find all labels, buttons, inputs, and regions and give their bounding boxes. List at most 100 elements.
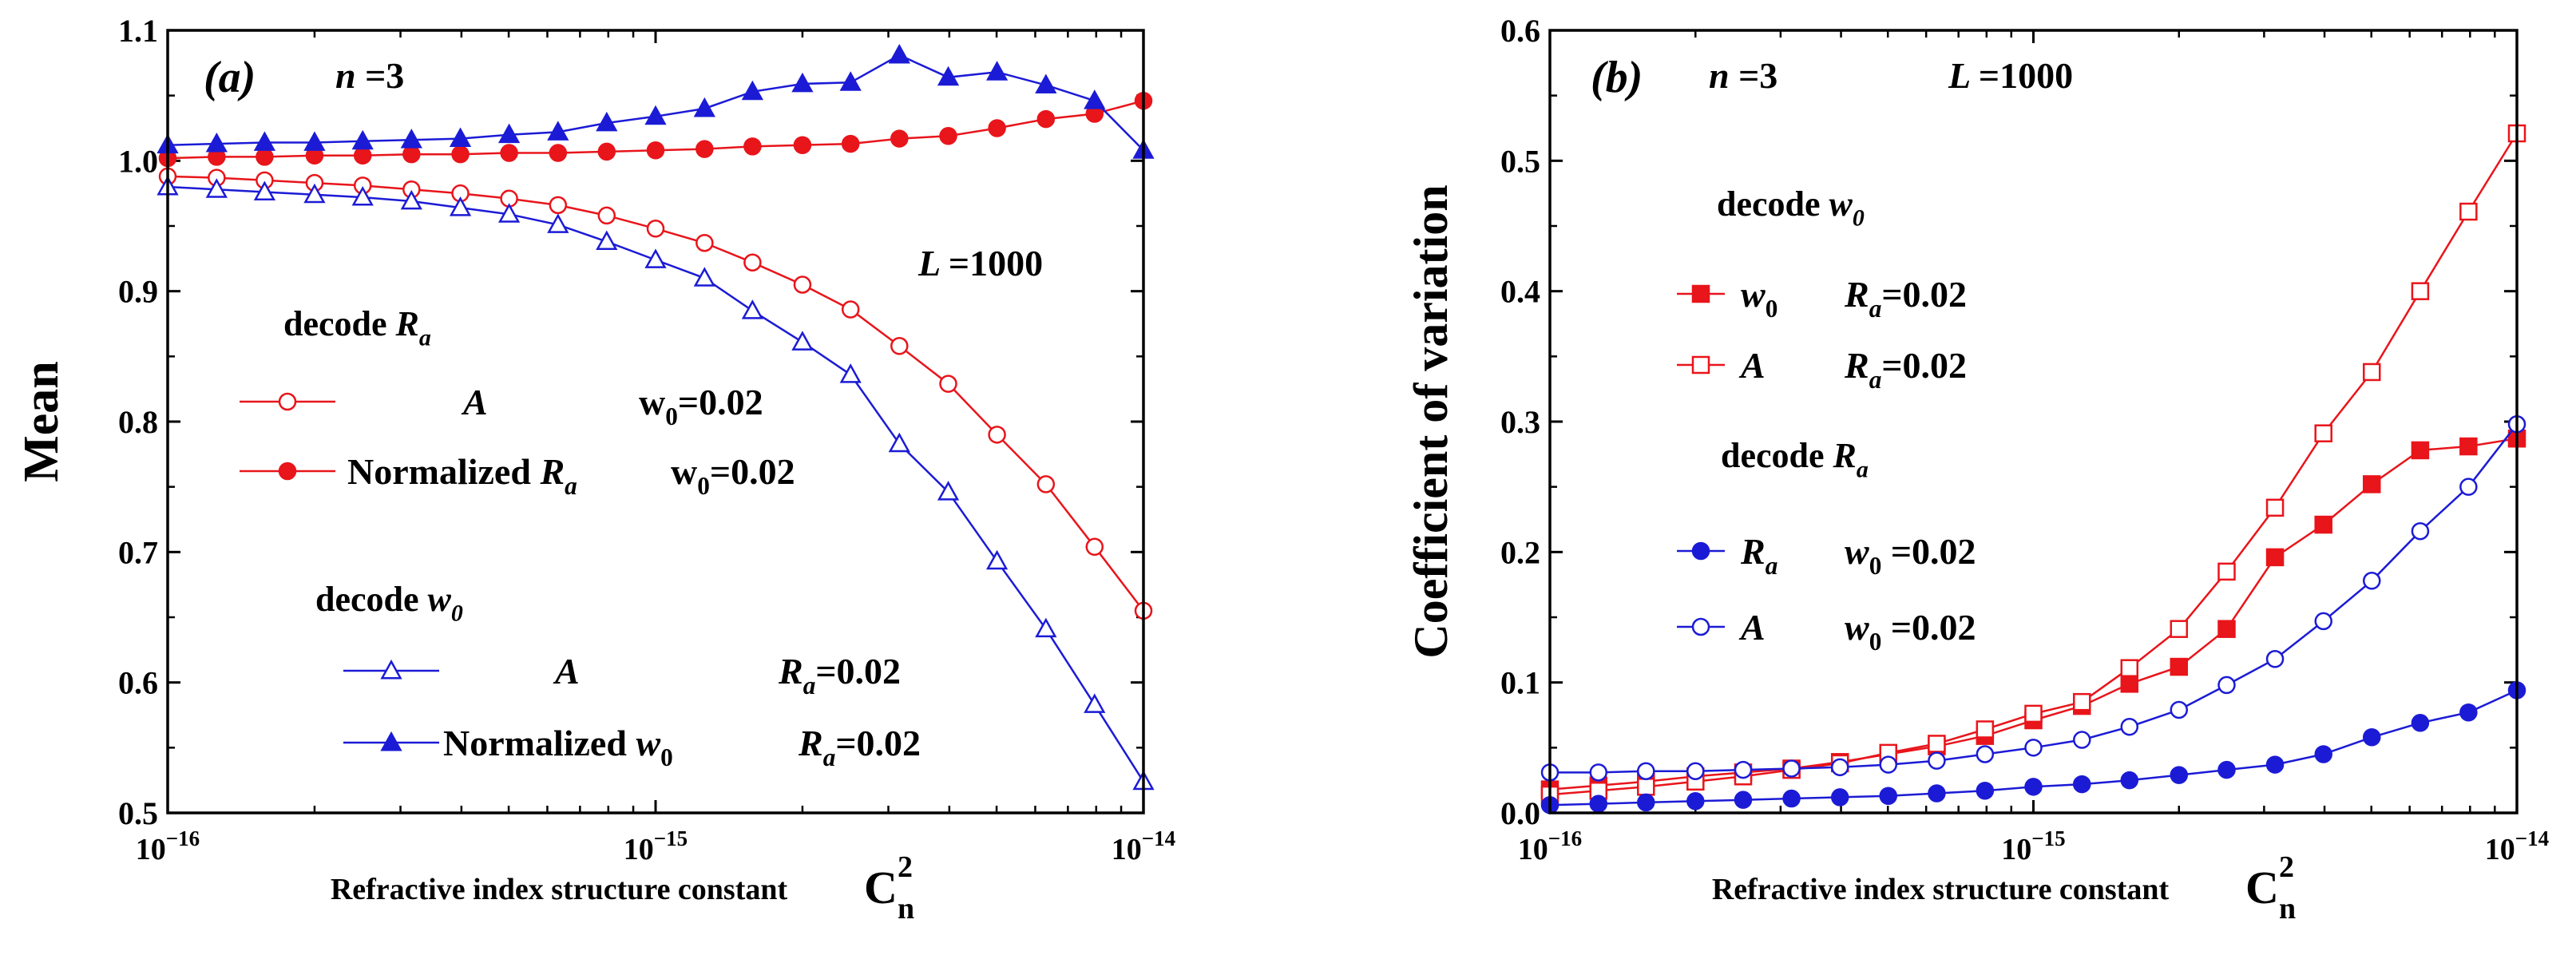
data-point xyxy=(2314,745,2332,763)
data-point xyxy=(2170,700,2189,719)
data-point xyxy=(2411,441,2430,460)
data-point xyxy=(497,123,521,144)
legend-marker xyxy=(380,659,402,680)
legend-marker xyxy=(380,731,402,751)
data-point xyxy=(741,80,764,101)
x-axis-symbol: C xyxy=(2245,862,2279,913)
data-point xyxy=(1782,759,1801,778)
data-point xyxy=(547,121,569,141)
data-point xyxy=(644,248,667,268)
legend-marker xyxy=(278,462,297,481)
x-tick-label: 10−16 xyxy=(136,826,200,866)
data-point xyxy=(2073,731,2091,749)
data-point xyxy=(1782,789,1801,808)
data-point xyxy=(2073,775,2091,794)
legend-label: Normalized Ra xyxy=(347,451,577,500)
series-1 xyxy=(158,91,1153,168)
data-point xyxy=(888,43,910,64)
legend-entry: A Ra=0.02 xyxy=(343,651,901,699)
data-point xyxy=(839,363,862,383)
x-axis-symbol-subscript: n xyxy=(898,892,914,925)
legend-param: Ra=0.02 xyxy=(778,651,901,699)
data-point xyxy=(1734,791,1753,809)
legend-param: w0 =0.02 xyxy=(1845,531,1976,580)
data-point xyxy=(985,61,1009,81)
data-point xyxy=(2459,437,2478,456)
data-point xyxy=(793,136,812,154)
y-tick-label: 0.1 xyxy=(1500,665,1540,701)
series-line xyxy=(1549,133,2519,796)
series-3 xyxy=(157,43,1155,159)
data-point xyxy=(1637,762,1655,780)
y-axis-label: Coefficient of variation xyxy=(1405,184,1457,658)
data-point xyxy=(1637,778,1655,796)
data-point xyxy=(988,119,1006,137)
data-point xyxy=(2265,650,2285,668)
x-axis-symbol-superscript: 2 xyxy=(2279,850,2294,884)
legend-label: A xyxy=(461,382,488,422)
legend-param: w0 =0.02 xyxy=(1845,607,1976,656)
L-annotation: L =1000 xyxy=(1948,55,2073,96)
data-point xyxy=(1928,784,1946,803)
x-axis-label: Refractive index structure constant xyxy=(1712,873,2170,906)
legend-marker xyxy=(1691,617,1710,636)
data-point xyxy=(351,129,374,150)
data-point xyxy=(596,111,618,132)
data-point xyxy=(253,131,276,151)
data-point xyxy=(1928,751,1946,770)
data-point xyxy=(696,140,714,158)
data-point xyxy=(693,267,715,287)
data-point xyxy=(1734,760,1753,779)
data-point xyxy=(1928,735,1946,753)
data-point xyxy=(939,127,957,145)
data-point xyxy=(351,185,374,206)
x-tick-label: 10−15 xyxy=(2001,826,2065,866)
y-tick-label: 0.5 xyxy=(1500,143,1540,179)
legend-marker xyxy=(1691,541,1710,561)
legend-label: A xyxy=(1738,345,1766,386)
data-point xyxy=(839,71,862,91)
data-point xyxy=(2363,728,2381,747)
data-point xyxy=(2314,612,2332,631)
data-point xyxy=(2314,515,2332,534)
data-point xyxy=(549,196,568,215)
y-tick-label: 0.3 xyxy=(1500,404,1540,440)
data-point xyxy=(547,213,569,233)
data-point xyxy=(2363,572,2381,590)
x-axis-symbol: C xyxy=(864,862,898,913)
panel-a-mean-chart: 0.5 0.6 0.7 0.8 0.9 1.0 1.1 10−16 10−15 10−14 Refr… xyxy=(14,13,1175,925)
data-point xyxy=(793,275,812,294)
data-point xyxy=(2265,498,2285,517)
data-point xyxy=(500,144,518,162)
data-point xyxy=(646,141,665,160)
data-point xyxy=(1085,537,1104,557)
legend-label: A xyxy=(1738,607,1766,648)
legend-label: w0 xyxy=(1741,274,1777,323)
data-point xyxy=(2217,676,2236,695)
data-point xyxy=(1976,781,1995,800)
x-axis-symbol-superscript: 2 xyxy=(898,850,913,884)
legend-entry: A Ra=0.02 xyxy=(1677,345,1967,394)
data-point xyxy=(988,426,1006,444)
plot-frame xyxy=(166,29,1145,814)
y-tick-label: 0.6 xyxy=(1500,13,1540,49)
data-point xyxy=(841,134,860,153)
legend-param: w0=0.02 xyxy=(671,451,795,500)
legend-entry: w0 Ra=0.02 xyxy=(1677,274,1967,323)
data-point xyxy=(2120,675,2139,693)
data-point xyxy=(1084,89,1106,109)
legend-param: Ra=0.02 xyxy=(798,723,921,771)
n-annotation: n =3 xyxy=(1709,55,1777,96)
legend-label: A xyxy=(553,651,580,692)
data-point xyxy=(449,196,472,216)
data-point xyxy=(2120,717,2139,736)
legend-entry: Normalized w0 Ra=0.02 xyxy=(343,723,921,771)
data-point xyxy=(2363,475,2381,493)
legend-group-title: decode Ra xyxy=(1721,436,1869,482)
data-point xyxy=(253,180,276,200)
legend-marker xyxy=(1691,284,1710,303)
legend-group-title: decode w0 xyxy=(1717,184,1865,231)
